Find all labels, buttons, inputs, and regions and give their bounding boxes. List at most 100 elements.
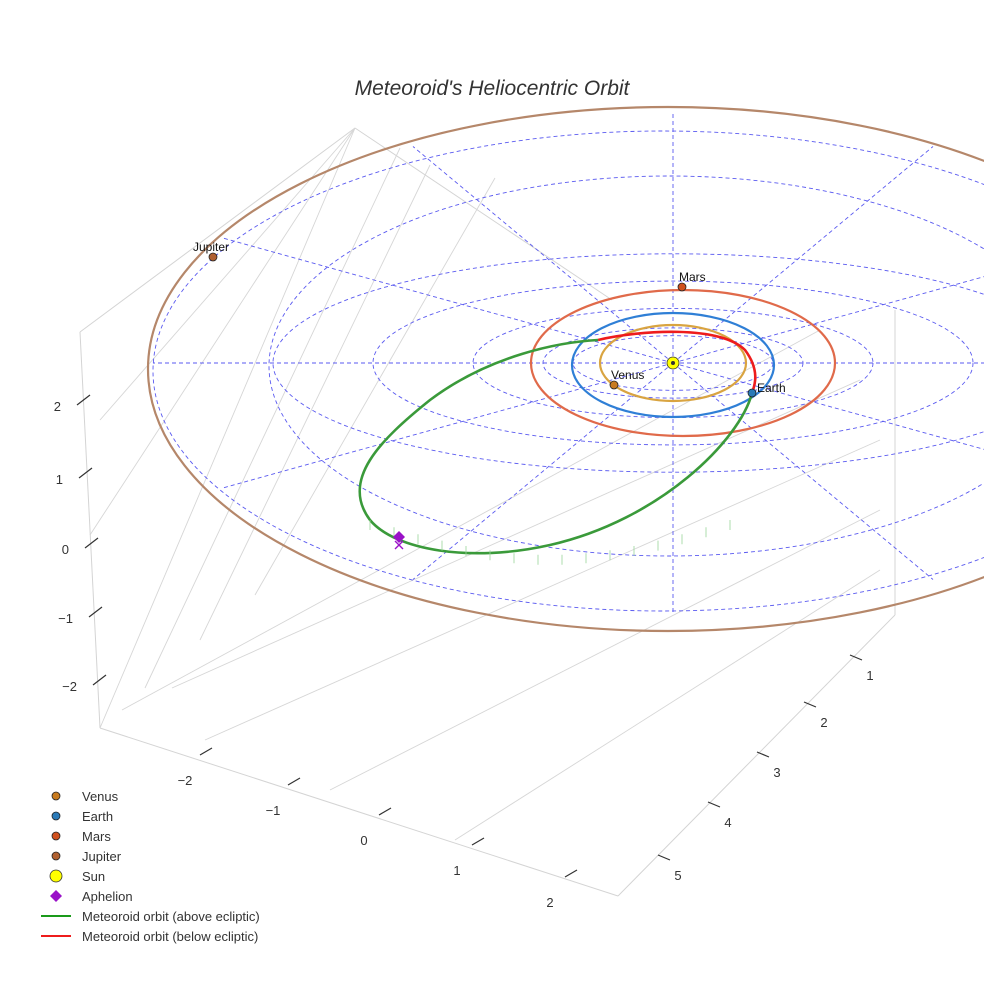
legend-label: Mars <box>82 828 111 844</box>
grid-lines <box>89 127 881 841</box>
y-tick-label: 3 <box>773 765 780 780</box>
orbit-venus <box>598 323 748 403</box>
z-tick-label: 1 <box>56 472 63 487</box>
legend-symbol <box>40 826 72 846</box>
y-tick-label: 5 <box>674 868 681 883</box>
grid-line <box>199 164 431 641</box>
legend-label: Jupiter <box>82 848 122 864</box>
x-tick <box>378 807 392 816</box>
grid-line <box>454 569 881 841</box>
reference-spoke <box>672 362 984 450</box>
markers: Venus Earth Mars Jupiter <box>193 240 786 550</box>
axis-box <box>79 127 896 897</box>
x-tick-label: −2 <box>178 773 193 788</box>
grid-line <box>171 379 861 689</box>
x-tick-label: 0 <box>360 833 367 848</box>
y-tick-label: 1 <box>866 668 873 683</box>
grid-line <box>254 177 496 596</box>
legend-item-7[interactable]: Meteoroid orbit (below ecliptic) <box>40 926 260 946</box>
legend-item-4[interactable]: Sun <box>40 866 260 886</box>
orbit-jupiter <box>147 105 984 633</box>
legend-label: Earth <box>82 808 114 824</box>
y-tick <box>803 701 817 708</box>
planet-label-jupiter: Jupiter <box>193 240 229 254</box>
grid-line <box>99 127 356 421</box>
legend-symbol <box>40 846 72 866</box>
z-tick-label: 2 <box>54 399 61 414</box>
y-tick <box>657 854 671 861</box>
legend-symbol <box>40 806 72 826</box>
reference-spoke <box>412 146 674 364</box>
legend-symbol <box>40 886 72 906</box>
meteoroid-orbit <box>358 330 757 565</box>
z-tick <box>88 606 103 618</box>
reference-spoke <box>412 362 674 580</box>
x-tick-label: 1 <box>453 863 460 878</box>
chart-title: Meteoroid's Heliocentric Orbit <box>355 77 631 100</box>
x-tick-label: 2 <box>546 895 553 910</box>
legend-label: Sun <box>82 868 106 884</box>
z-tick <box>92 674 107 686</box>
y-tick-label: 2 <box>820 715 827 730</box>
x-tick <box>471 837 485 846</box>
legend-label: Aphelion <box>82 888 133 904</box>
z-tick <box>78 467 93 479</box>
legend-item-2[interactable]: Mars <box>40 826 260 846</box>
reference-spoke <box>672 362 934 580</box>
legend-label: Meteoroid orbit (above ecliptic) <box>82 908 260 924</box>
reference-spoke <box>222 237 674 364</box>
legend-item-5[interactable]: Aphelion <box>40 886 260 906</box>
grid-line <box>99 127 356 729</box>
aphelion-projection <box>394 540 404 550</box>
planet-label-mars: Mars <box>679 270 706 284</box>
ecliptic-reference-grid <box>152 113 984 613</box>
sun-center <box>671 361 675 365</box>
grid-line <box>121 329 821 711</box>
x-tick <box>564 869 578 878</box>
meteoroid-orbit-above <box>358 338 754 555</box>
planet-label-venus: Venus <box>611 368 644 382</box>
reference-spoke <box>222 362 674 489</box>
planet-jupiter <box>208 252 218 262</box>
reference-spoke <box>672 276 984 364</box>
y-tick <box>849 654 863 661</box>
planet-mars <box>677 282 687 292</box>
legend-symbol <box>40 926 72 946</box>
meteoroid-orbit-below <box>597 330 757 394</box>
y-tick <box>707 801 721 808</box>
y-tick <box>756 751 770 758</box>
y-tick-label: 4 <box>724 815 731 830</box>
orbit-earth <box>570 311 776 419</box>
x-tick-label: −1 <box>266 803 281 818</box>
legend-item-1[interactable]: Earth <box>40 806 260 826</box>
x-tick <box>287 777 301 786</box>
x-tick <box>199 747 213 756</box>
grid-line <box>329 509 881 791</box>
z-tick-label: −1 <box>58 611 73 626</box>
grid-line <box>204 439 881 741</box>
legend-item-3[interactable]: Jupiter <box>40 846 260 866</box>
legend: Venus Earth Mars Jupiter Sun Aphelion Meteoroi… <box>40 786 260 946</box>
planet-label-earth: Earth <box>757 381 786 395</box>
legend-item-0[interactable]: Venus <box>40 786 260 806</box>
grid-line <box>144 147 401 689</box>
z-tick <box>84 537 99 549</box>
reference-ring <box>268 175 984 557</box>
aphelion-marker <box>393 531 405 543</box>
z-tick-label: −2 <box>62 679 77 694</box>
legend-label: Meteoroid orbit (below ecliptic) <box>82 928 259 944</box>
z-tick <box>76 394 91 406</box>
axis-ticks <box>76 394 863 878</box>
legend-symbol <box>40 866 72 886</box>
legend-symbol <box>40 786 72 806</box>
grid-line <box>89 127 356 536</box>
planet-venus <box>609 380 619 390</box>
planet-orbits <box>147 105 984 633</box>
planet-earth <box>747 388 757 398</box>
legend-label: Venus <box>82 788 119 804</box>
reference-spoke <box>672 146 934 364</box>
reference-ring <box>372 280 974 446</box>
legend-symbol <box>40 906 72 926</box>
legend-item-6[interactable]: Meteoroid orbit (above ecliptic) <box>40 906 260 926</box>
